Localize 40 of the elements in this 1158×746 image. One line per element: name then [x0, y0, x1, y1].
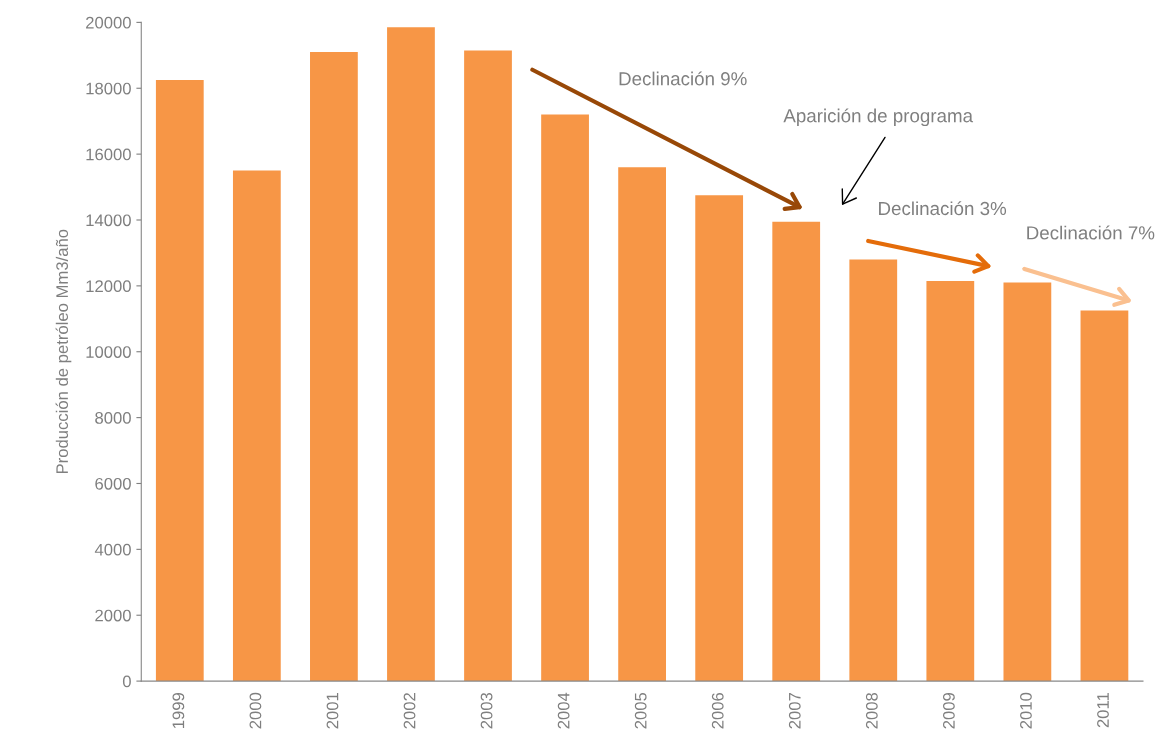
- x-tick-label: 2001: [326, 693, 339, 729]
- y-tick-label: 16000: [86, 148, 131, 161]
- x-tick-label: 2000: [249, 692, 262, 729]
- x-tick-label: 2005: [634, 692, 647, 729]
- x-tick-label: 2006: [711, 692, 724, 729]
- x-tick-label: 2011: [1097, 693, 1109, 728]
- y-tick-label: 4000: [94, 543, 131, 556]
- y-tick-label: 12000: [86, 280, 131, 293]
- y-axis-title: Producción de petróleo Mm3/año: [55, 229, 72, 474]
- annotation: Declinación 7%: [1027, 225, 1155, 240]
- y-tick-label: 6000: [95, 477, 131, 490]
- x-tick-label: 1999: [172, 693, 185, 729]
- bar: [387, 27, 435, 682]
- y-tick-label: 14000: [86, 214, 131, 227]
- bar: [541, 114, 589, 682]
- bar: [232, 170, 281, 682]
- bar: [1080, 310, 1129, 682]
- x-tick-label: 2007: [788, 693, 801, 729]
- x-tick-label: 2010: [1020, 692, 1032, 729]
- bar: [772, 221, 821, 682]
- annotation: Declinación 3%: [879, 201, 1007, 216]
- y-tick-label: 0: [122, 675, 131, 688]
- bar: [926, 280, 975, 682]
- y-tick-label: 20000: [86, 16, 131, 29]
- annotation: Declinación 9%: [619, 71, 747, 86]
- x-tick-label: 2009: [942, 693, 955, 729]
- bar: [464, 50, 512, 682]
- y-tick-label: 18000: [86, 82, 131, 95]
- x-tick-label: 2004: [557, 692, 570, 729]
- y-tick-label: 8000: [95, 412, 131, 424]
- bar: [310, 52, 358, 682]
- bar: [618, 167, 666, 682]
- annotation: Aparición de programa: [783, 108, 974, 127]
- x-tick-label: 2008: [865, 692, 878, 729]
- y-tick-label: 10000: [86, 346, 131, 358]
- x-tick-label: 2003: [480, 692, 493, 729]
- bar: [155, 80, 204, 682]
- bar: [695, 195, 744, 682]
- x-tick-label: 2002: [403, 693, 416, 729]
- y-tick-label: 2000: [95, 609, 131, 622]
